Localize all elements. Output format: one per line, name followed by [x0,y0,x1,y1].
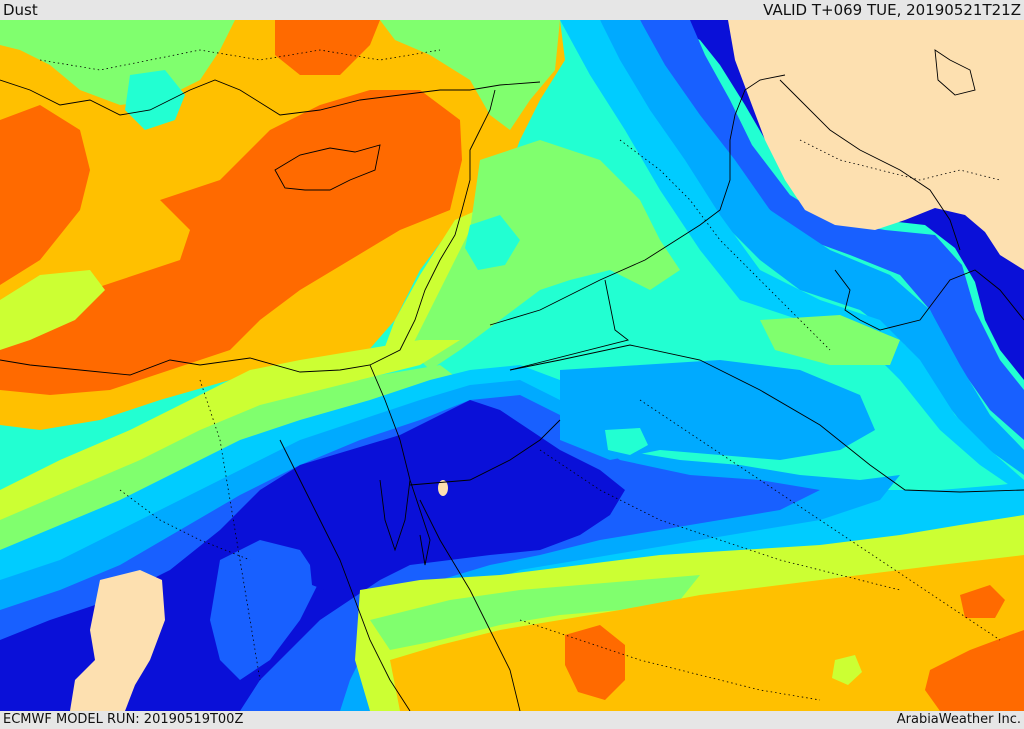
province-borders [39,49,1001,701]
dust-field-yellow-green-west [0,270,105,350]
province-border-egypt [199,379,261,681]
dust-field-cyan-arabia [605,428,648,455]
country-borders [0,49,1024,711]
border-red-sea-west [279,439,411,711]
border-gulf-of-aqaba [409,479,431,566]
province-border-iran [799,139,1001,181]
dust-field-orange-north [275,20,380,75]
province-border-iraq [619,139,831,351]
border-cyprus [274,144,381,191]
dust-field-orange-mediterranean [0,90,462,395]
border-gulf-coast [834,269,1024,331]
dust-field-clear-northeast [728,20,1024,270]
dust-field-light-blue-gulf [560,20,1024,495]
header-bar: Dust VALID T+069 TUE, 20190521T21Z [0,0,1024,20]
credit: ArabiaWeather Inc. [896,712,1021,727]
map-title: Dust [3,1,38,19]
dust-field-green-northeast [380,20,560,130]
border-iran-iraq [779,79,961,251]
dust-field-clear-arabia-spot [438,480,448,496]
border-turkey-coast [0,79,541,116]
dust-field-clear-sudan [70,570,165,711]
border-mediterranean-coast [0,89,496,376]
dust-field-orange-southeast [925,585,1024,711]
border-iraq-saudi [509,344,1024,493]
border-red-sea-east [419,499,521,711]
province-border-saudi-north [539,449,901,591]
dust-field-blue-sudan [210,540,320,680]
dust-field-green-north [0,20,235,105]
border-caspian [934,49,976,96]
border-jordan-iraq [509,279,630,371]
border-sinai [369,364,411,552]
dust-field-yellow-green-spot [832,655,862,685]
border-jordan-saudi [409,419,561,486]
dust-field-green-iraq [760,315,900,365]
dust-field-green-levant [410,140,680,370]
footer-bar: ECMWF MODEL RUN: 20190519T00Z ArabiaWeat… [0,711,1024,729]
dust-field-dark-blue-eye [310,560,338,590]
dust-field-orange-south [565,625,625,700]
dust-field-yellow-south [390,555,1024,711]
province-border-sudan [119,489,251,561]
dust-field-green-south [370,575,700,650]
valid-time: VALID T+069 TUE, 20190521T21Z [763,1,1021,19]
border-syria-iraq [489,74,786,326]
province-border-saudi-central [639,399,1001,641]
dust-field-cyan-levant [465,215,520,270]
dust-forecast-map [0,20,1024,711]
dust-field-cyan-north [125,70,185,130]
model-run: ECMWF MODEL RUN: 20190519T00Z [3,712,244,727]
dust-field-blue-gulf [640,20,1024,440]
